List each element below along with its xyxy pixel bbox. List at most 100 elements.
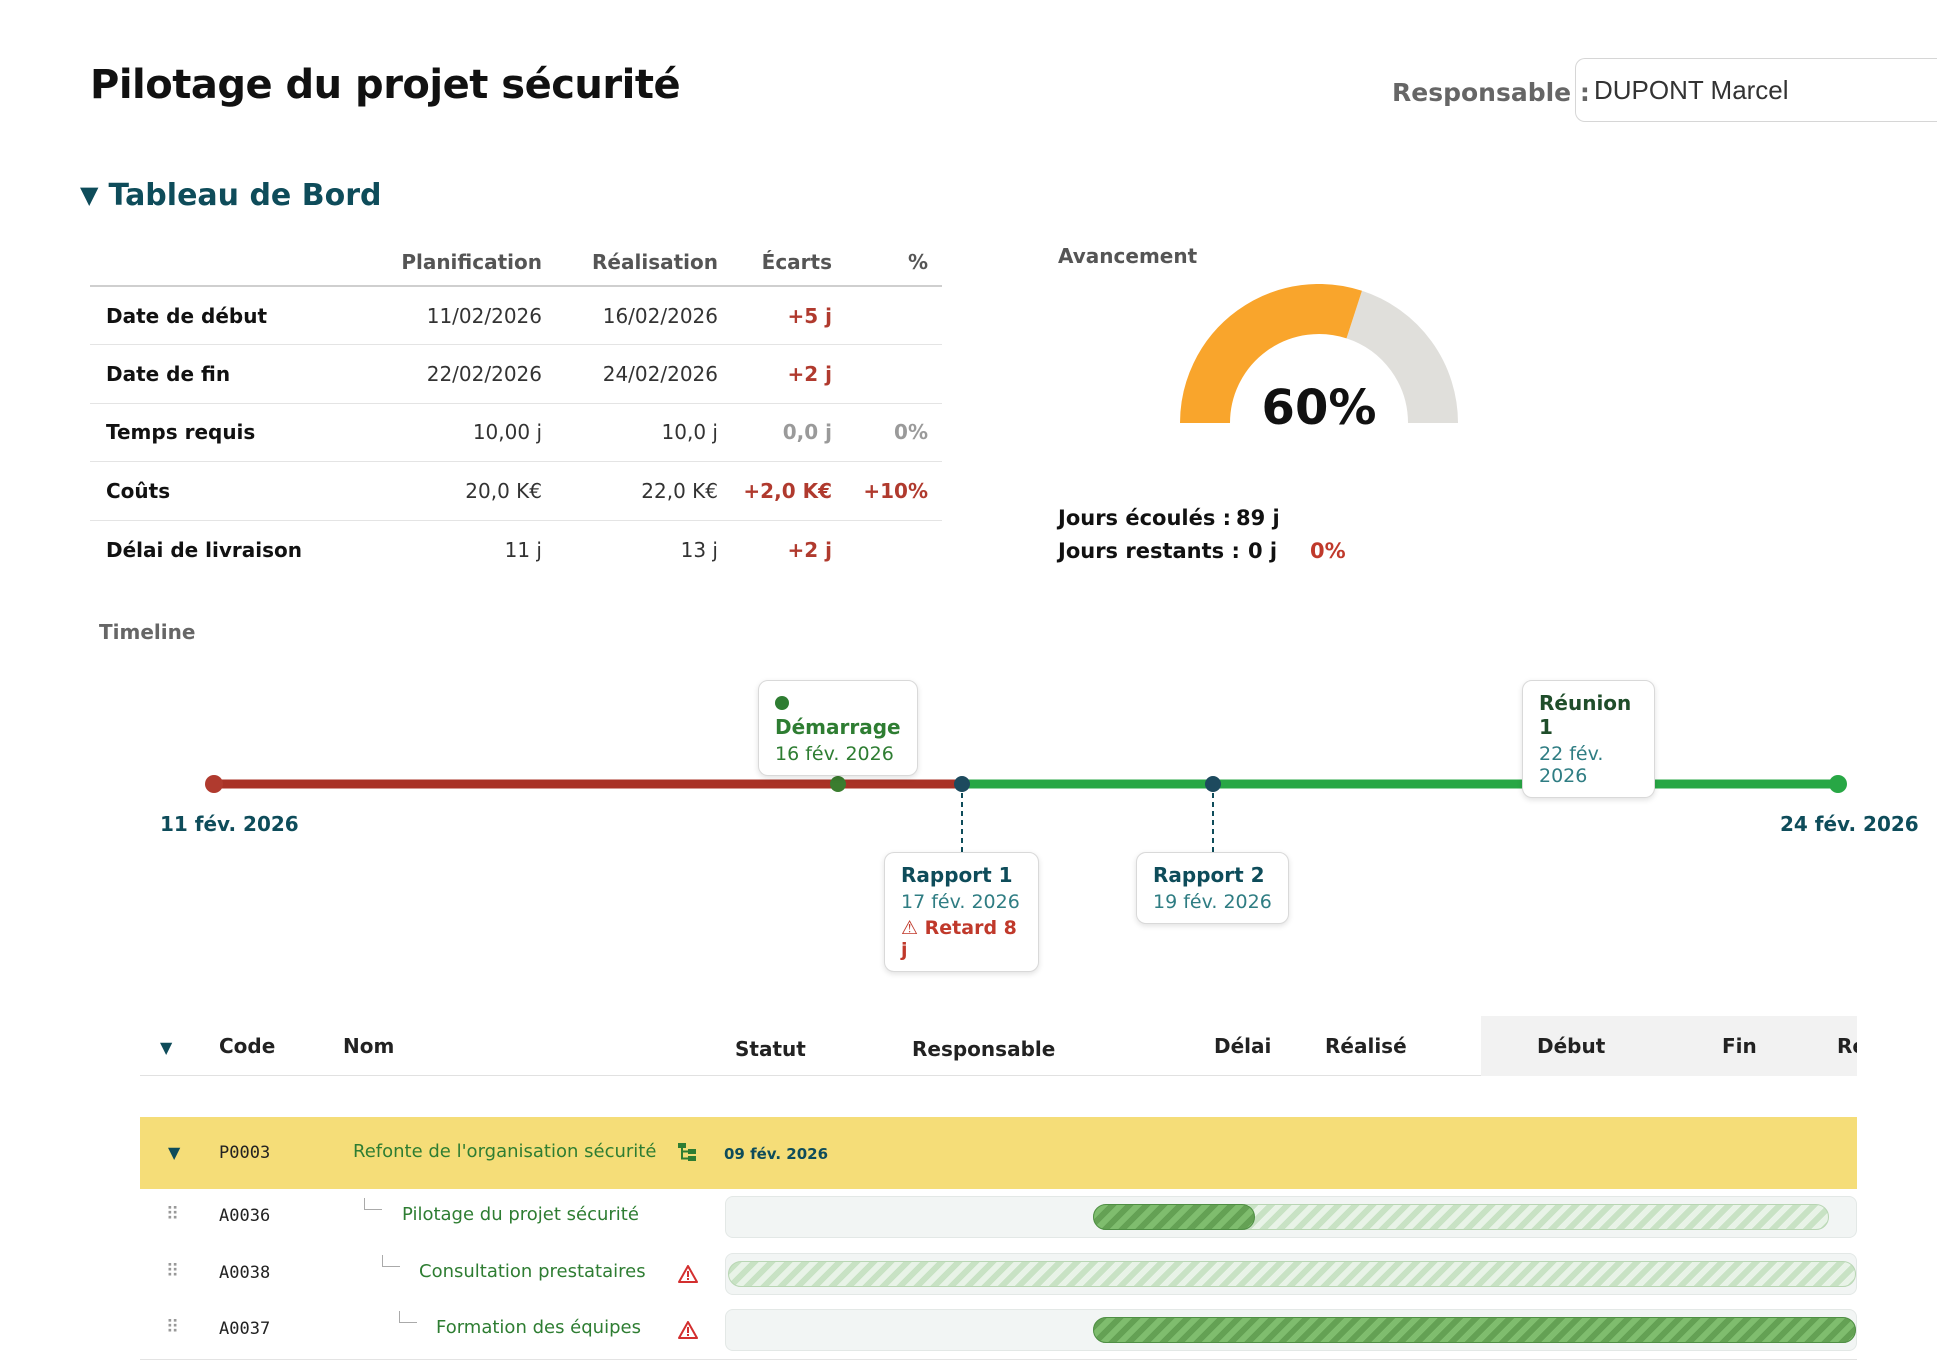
timeline-demarrage-dot bbox=[830, 776, 846, 792]
task-name[interactable]: Pilotage du projet sécurité bbox=[402, 1204, 639, 1225]
milestone-rapport2[interactable]: Rapport 2 19 fév. 2026 bbox=[1136, 852, 1289, 924]
elapsed-days-value: 89 j bbox=[1236, 506, 1280, 530]
tree-elbow-icon bbox=[364, 1198, 382, 1210]
collapse-group-icon[interactable]: ▼ bbox=[168, 1143, 181, 1162]
column-header-re[interactable]: Re bbox=[1837, 1034, 1857, 1058]
elapsed-days-label: Jours écoulés : bbox=[1058, 506, 1232, 530]
org-chart-icon bbox=[678, 1143, 696, 1161]
gantt-bar[interactable] bbox=[1093, 1317, 1856, 1343]
kpi-row-date-debut: Date de début 11/02/2026 16/02/2026 +5 j bbox=[90, 286, 942, 345]
milestone-delay-warning: ⚠ Retard 8 j bbox=[901, 917, 1017, 961]
drag-handle-icon[interactable]: ⠿ bbox=[166, 1317, 179, 1338]
kpi-ecart-value: +2 j bbox=[787, 537, 833, 562]
responsable-label: Responsable : bbox=[1392, 78, 1590, 107]
kpi-pct-value bbox=[846, 344, 942, 404]
group-name[interactable]: Refonte de l'organisation sécurité bbox=[353, 1141, 657, 1162]
timeline-start-date: 11 fév. 2026 bbox=[160, 812, 299, 836]
gantt-track bbox=[725, 1253, 1857, 1295]
kpi-planif-value: 11 j bbox=[504, 537, 542, 562]
group-code: P0003 bbox=[219, 1143, 271, 1163]
gantt-bar[interactable] bbox=[728, 1261, 1856, 1287]
kpi-real-value: 13 j bbox=[680, 537, 718, 562]
task-row[interactable]: ⠿ A0036 Pilotage du projet sécurité bbox=[140, 1190, 1857, 1246]
column-header-realise[interactable]: Réalisé bbox=[1325, 1034, 1407, 1058]
milestone-reunion1[interactable]: Réunion 1 22 fév. 2026 bbox=[1522, 680, 1655, 798]
milestone-date: 16 fév. 2026 bbox=[775, 743, 894, 765]
kpi-ecart-value: +2,0 K€ bbox=[732, 461, 846, 521]
kpi-row-delai-livraison: Délai de livraison 11 j 13 j +2 j bbox=[90, 520, 942, 579]
task-name[interactable]: Formation des équipes bbox=[436, 1317, 641, 1338]
drag-handle-icon[interactable]: ⠿ bbox=[166, 1204, 179, 1225]
milestone-rapport1[interactable]: Rapport 1 17 fév. 2026 ⚠ Retard 8 j bbox=[884, 852, 1039, 972]
kpi-planif-value: 20,0 K€ bbox=[380, 461, 556, 521]
responsable-field[interactable]: DUPONT Marcel bbox=[1575, 58, 1937, 122]
remaining-days-value: 0 j bbox=[1248, 539, 1278, 563]
milestone-title: Démarrage bbox=[775, 715, 901, 739]
kpi-header-ecarts: Écarts bbox=[761, 249, 832, 274]
kpi-row-label: Délai de livraison bbox=[106, 537, 303, 562]
task-name[interactable]: Consultation prestataires bbox=[419, 1261, 646, 1282]
milestone-title: Rapport 2 bbox=[1153, 863, 1265, 887]
kpi-planif-value: 11/02/2026 bbox=[380, 286, 556, 345]
column-header-code[interactable]: Code bbox=[219, 1034, 276, 1058]
kpi-ecart-value: 0,0 j bbox=[732, 403, 846, 462]
task-code: A0037 bbox=[219, 1319, 271, 1339]
kpi-planif-value: 10,00 j bbox=[380, 403, 556, 462]
remaining-days-label: Jours restants : bbox=[1058, 539, 1240, 563]
column-header-statut[interactable]: Statut bbox=[735, 1037, 806, 1061]
column-header-nom[interactable]: Nom bbox=[343, 1034, 395, 1058]
kpi-real-value: 16/02/2026 bbox=[556, 286, 732, 345]
kpi-header-row: Planification Réalisation Écarts % bbox=[90, 238, 942, 286]
warning-icon bbox=[678, 1321, 698, 1339]
kpi-row-label: Temps requis bbox=[90, 403, 380, 462]
date-columns-band bbox=[1481, 1016, 1857, 1076]
gantt-progress bbox=[1093, 1204, 1255, 1230]
column-header-delai[interactable]: Délai bbox=[1214, 1034, 1272, 1058]
milestone-date: 17 fév. 2026 bbox=[901, 891, 1020, 913]
milestone-title: Rapport 1 bbox=[901, 863, 1013, 887]
kpi-pct-value: +10% bbox=[846, 461, 942, 521]
gantt-bar[interactable] bbox=[1093, 1204, 1829, 1230]
gauge-remaining-arc bbox=[1345, 290, 1458, 424]
tree-elbow-icon bbox=[382, 1255, 400, 1267]
remaining-days-percent: 0% bbox=[1310, 539, 1346, 563]
timeline-start-dot bbox=[205, 775, 223, 793]
remaining-days-line: Jours restants : 0 j 0% bbox=[1058, 539, 1346, 563]
kpi-pct-value: 0% bbox=[846, 403, 942, 462]
column-header-fin[interactable]: Fin bbox=[1722, 1034, 1757, 1058]
column-header-responsable[interactable]: Responsable bbox=[912, 1037, 1056, 1061]
kpi-real-value: 10,0 j bbox=[556, 403, 732, 462]
group-row[interactable]: ▼ P0003 Refonte de l'organisation sécuri… bbox=[140, 1117, 1857, 1189]
kpi-header-planification: Planification bbox=[401, 249, 542, 274]
collapse-triangle-icon: ▼ bbox=[80, 181, 99, 209]
kpi-real-value: 24/02/2026 bbox=[556, 344, 732, 404]
kpi-ecart-value: +5 j bbox=[732, 286, 846, 345]
task-code: A0036 bbox=[219, 1206, 271, 1226]
task-grid-header: ▼ Code Nom Statut Responsable Délai Réal… bbox=[140, 1016, 1857, 1076]
task-row[interactable]: ⠿ A0037 Formation des équipes bbox=[140, 1303, 1857, 1359]
warning-icon bbox=[678, 1265, 698, 1283]
gauge-percent-text: 60% bbox=[1261, 380, 1377, 436]
kpi-pct-value bbox=[846, 520, 942, 579]
group-start-date: 09 fév. 2026 bbox=[724, 1145, 829, 1163]
milestone-demarrage[interactable]: Démarrage 16 fév. 2026 bbox=[758, 680, 918, 776]
progress-gauge bbox=[1180, 284, 1458, 424]
kpi-row-label: Coûts bbox=[90, 461, 380, 521]
milestone-title: Réunion 1 bbox=[1539, 691, 1632, 739]
dashboard-section-toggle[interactable]: ▼ Tableau de Bord bbox=[80, 178, 381, 213]
task-row[interactable]: ⠿ A0038 Consultation prestataires bbox=[140, 1247, 1857, 1303]
milestone-date: 19 fév. 2026 bbox=[1153, 891, 1272, 913]
kpi-row-label: Date de début bbox=[90, 286, 380, 345]
gauge-done-arc bbox=[1180, 284, 1362, 424]
timeline-end-date: 24 fév. 2026 bbox=[1780, 812, 1919, 836]
tree-elbow-icon bbox=[399, 1311, 417, 1323]
column-header-debut[interactable]: Début bbox=[1537, 1034, 1606, 1058]
drag-handle-icon[interactable]: ⠿ bbox=[166, 1261, 179, 1282]
collapse-all-icon[interactable]: ▼ bbox=[160, 1038, 173, 1057]
kpi-real-value: 22,0 K€ bbox=[556, 461, 732, 521]
kpi-ecart-value: +2 j bbox=[732, 344, 846, 404]
timeline-rapport2-dot bbox=[1205, 776, 1221, 792]
kpi-header-realisation: Réalisation bbox=[592, 249, 718, 274]
kpi-row-date-fin: Date de fin 22/02/2026 24/02/2026 +2 j bbox=[90, 344, 942, 404]
kpi-header-percent: % bbox=[907, 249, 928, 274]
